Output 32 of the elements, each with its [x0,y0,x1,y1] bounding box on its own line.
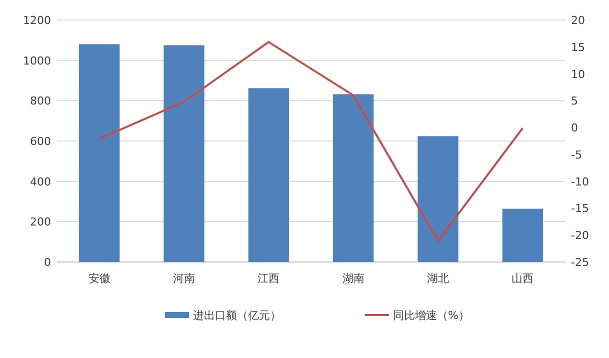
legend-label: 同比增速（%） [393,309,470,322]
y2-tick-label: 5 [571,94,578,108]
y-tick-label: 200 [30,216,51,229]
x-tick-label: 江西 [258,272,280,285]
y2-tick-label: 10 [571,68,585,81]
y2-tick-label: -10 [571,175,589,188]
y-tick-label: 800 [30,94,51,108]
y-tick-label: 1200 [23,14,51,27]
bar [164,45,204,262]
y-tick-label: 400 [30,175,51,188]
y2-tick-label: 15 [571,40,585,54]
y2-tick-label: -25 [571,256,589,269]
y-tick-label: 1000 [23,54,51,68]
x-tick-label: 湖北 [427,272,449,285]
y2-tick-label: -5 [571,148,582,162]
y2-tick-label: 0 [571,122,578,135]
x-tick-label: 湖南 [342,272,364,285]
y-tick-label: 600 [30,135,51,148]
bar [333,94,374,262]
y-tick-label: 0 [44,256,51,269]
x-tick-label: 河南 [173,272,195,285]
x-tick-label: 安徽 [88,272,110,285]
legend-label: 进出口额（亿元） [193,309,281,322]
y2-tick-label: -15 [571,202,589,216]
y2-tick-label: 20 [571,14,585,27]
bar [502,208,543,262]
x-tick-label: 山西 [512,272,534,285]
bar [418,136,458,262]
line-series [98,41,524,242]
bar [79,44,120,262]
bar [248,88,289,262]
y2-tick-label: -20 [571,229,589,242]
